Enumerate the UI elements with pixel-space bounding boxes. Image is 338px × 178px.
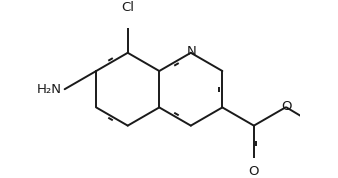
Text: N: N [187,45,196,58]
Text: Cl: Cl [121,1,134,14]
Text: H₂N: H₂N [37,83,62,96]
Text: O: O [282,100,292,113]
Text: O: O [249,165,259,178]
